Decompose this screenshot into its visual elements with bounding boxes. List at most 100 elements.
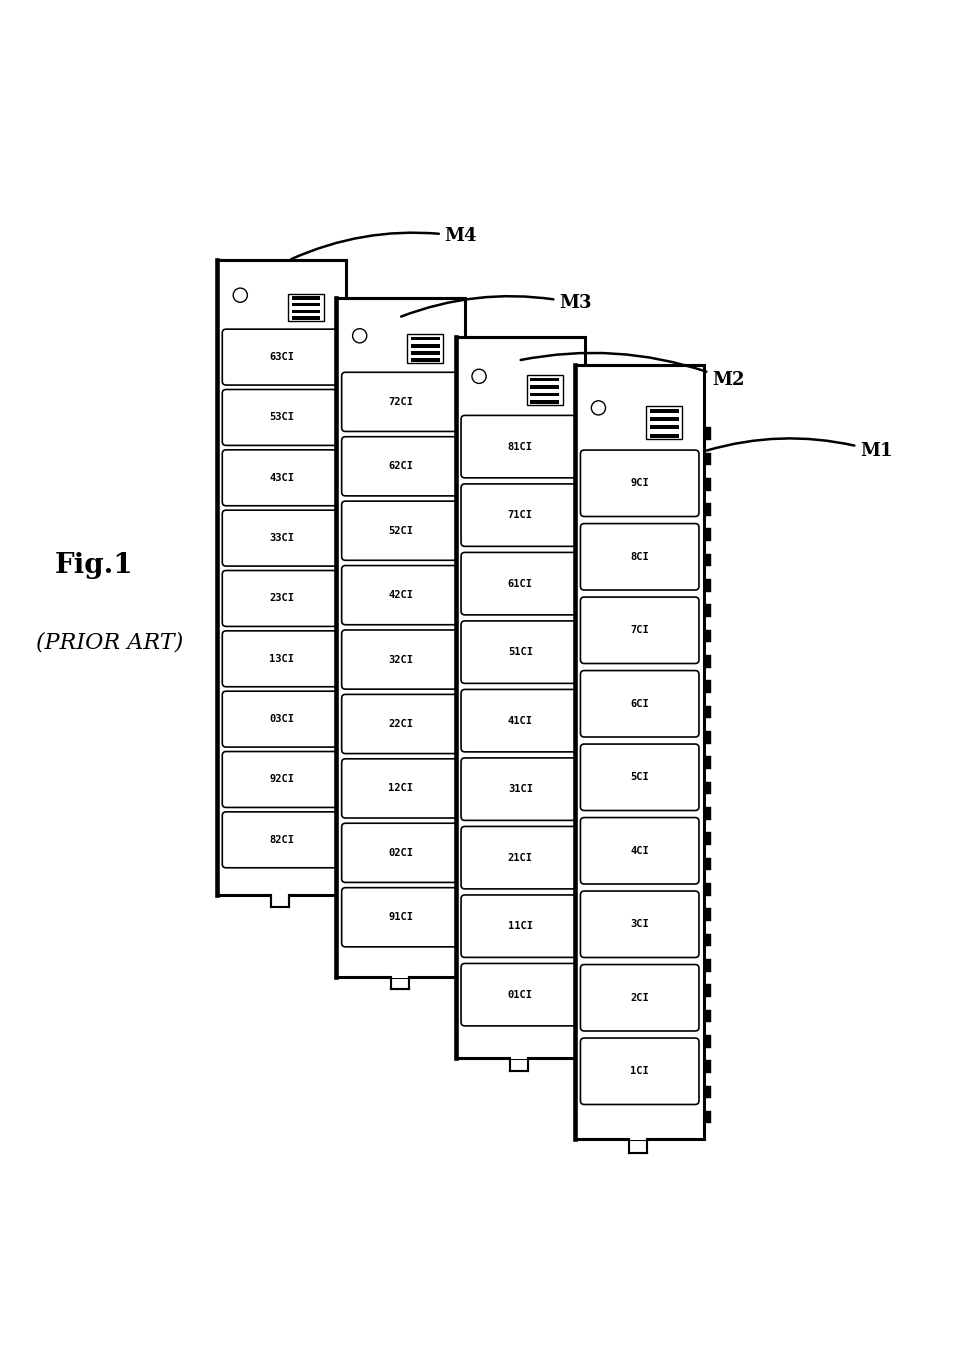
Bar xyxy=(704,731,711,743)
FancyBboxPatch shape xyxy=(222,691,341,747)
Text: 63CI: 63CI xyxy=(269,352,294,362)
Circle shape xyxy=(234,289,247,302)
Bar xyxy=(576,365,704,1139)
Bar xyxy=(465,441,473,453)
FancyBboxPatch shape xyxy=(461,415,579,478)
Text: (PRIOR ART): (PRIOR ART) xyxy=(36,632,183,653)
Bar xyxy=(465,886,473,897)
Bar xyxy=(292,297,321,299)
FancyBboxPatch shape xyxy=(580,450,699,517)
Text: M4: M4 xyxy=(292,227,477,259)
Bar xyxy=(584,418,592,430)
Bar xyxy=(465,397,473,408)
Bar xyxy=(704,781,711,795)
FancyBboxPatch shape xyxy=(461,896,579,957)
Bar xyxy=(465,419,473,430)
Bar xyxy=(584,489,592,501)
Bar xyxy=(650,426,678,430)
Bar xyxy=(584,961,592,973)
Bar xyxy=(704,1034,711,1048)
Bar xyxy=(584,512,592,524)
Bar xyxy=(465,729,473,742)
Text: 6CI: 6CI xyxy=(630,698,649,709)
Bar xyxy=(704,504,711,516)
FancyBboxPatch shape xyxy=(342,694,460,754)
Bar xyxy=(346,581,353,592)
Bar xyxy=(346,312,353,321)
Bar xyxy=(346,456,353,467)
Bar xyxy=(465,619,473,630)
Text: 5CI: 5CI xyxy=(630,772,649,783)
Bar xyxy=(465,352,473,363)
Bar xyxy=(465,663,473,675)
Bar xyxy=(346,602,353,612)
Bar xyxy=(530,385,559,389)
Text: 72CI: 72CI xyxy=(389,397,414,407)
Bar xyxy=(584,725,592,736)
Bar xyxy=(346,540,353,550)
Bar xyxy=(510,1045,528,1059)
FancyBboxPatch shape xyxy=(461,690,579,751)
Bar xyxy=(527,374,563,406)
Bar xyxy=(346,498,353,509)
Text: 32CI: 32CI xyxy=(389,655,414,664)
Circle shape xyxy=(472,369,486,384)
Text: 43CI: 43CI xyxy=(269,472,294,483)
Bar xyxy=(530,377,559,381)
Bar xyxy=(346,706,353,716)
Bar xyxy=(584,630,592,642)
Text: 22CI: 22CI xyxy=(389,719,414,729)
Bar xyxy=(584,749,592,761)
Text: 91CI: 91CI xyxy=(389,912,414,923)
Bar xyxy=(271,883,290,897)
Text: M1: M1 xyxy=(706,438,892,460)
FancyBboxPatch shape xyxy=(342,437,460,495)
Text: 03CI: 03CI xyxy=(269,715,294,724)
Bar xyxy=(584,1009,592,1019)
Bar xyxy=(584,913,592,925)
Bar xyxy=(704,883,711,896)
Bar xyxy=(704,427,711,440)
FancyBboxPatch shape xyxy=(222,450,341,506)
Bar xyxy=(465,774,473,785)
FancyBboxPatch shape xyxy=(342,823,460,882)
Bar xyxy=(411,358,440,362)
Bar xyxy=(584,559,592,572)
FancyBboxPatch shape xyxy=(461,485,579,546)
FancyBboxPatch shape xyxy=(342,759,460,818)
Bar xyxy=(584,842,592,855)
Text: M2: M2 xyxy=(520,352,744,389)
Bar xyxy=(584,653,592,666)
Bar xyxy=(704,857,711,870)
Bar xyxy=(292,316,321,320)
Text: 81CI: 81CI xyxy=(508,441,533,452)
Bar xyxy=(704,1010,711,1022)
Text: 02CI: 02CI xyxy=(389,848,414,857)
Bar xyxy=(704,655,711,668)
FancyBboxPatch shape xyxy=(342,501,460,561)
Bar xyxy=(346,436,353,446)
Bar xyxy=(584,678,592,690)
Bar xyxy=(465,796,473,807)
Bar xyxy=(346,747,353,758)
Bar xyxy=(465,597,473,608)
Bar xyxy=(465,464,473,475)
Bar xyxy=(465,753,473,764)
Bar xyxy=(584,441,592,453)
Bar xyxy=(704,580,711,592)
Bar xyxy=(465,374,473,387)
Bar xyxy=(411,338,440,340)
Bar xyxy=(346,852,353,862)
FancyBboxPatch shape xyxy=(580,597,699,664)
Bar xyxy=(346,644,353,655)
Bar xyxy=(292,309,321,313)
Bar xyxy=(650,410,678,414)
Bar xyxy=(407,335,444,363)
Bar xyxy=(346,810,353,821)
Bar xyxy=(704,528,711,542)
Bar xyxy=(704,680,711,693)
Bar xyxy=(650,434,678,438)
Text: Fig.1: Fig.1 xyxy=(54,553,134,580)
FancyBboxPatch shape xyxy=(222,329,341,385)
Bar xyxy=(465,908,473,919)
